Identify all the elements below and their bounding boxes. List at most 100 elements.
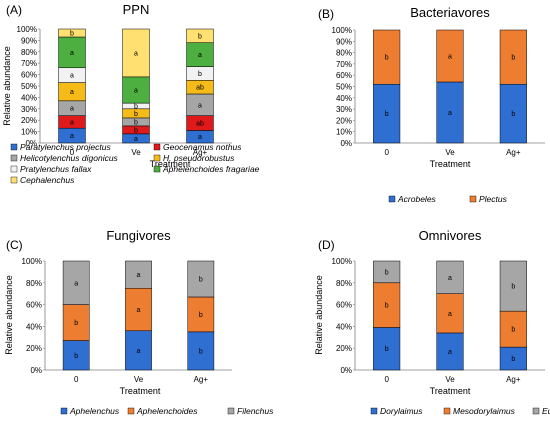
y-tick-label: 10%: [21, 128, 37, 137]
legend-swatch: [443, 407, 451, 415]
chart-title: PPN: [123, 2, 150, 17]
legend-entry: Pratylenchus fallax: [20, 164, 92, 174]
x-tick-label: Ag+: [506, 375, 521, 384]
segment-letter-label: ab: [196, 85, 204, 92]
segment-letter-label: b: [511, 55, 515, 62]
panel-label: (D): [318, 238, 335, 252]
legend-entry: Aphelenchoides: [136, 406, 198, 416]
bar-segment-acrobeles: [436, 81, 464, 144]
panel-label: (B): [318, 7, 334, 21]
segment-letter-label: a: [137, 272, 141, 279]
legend-swatch: [10, 165, 18, 173]
y-tick-label: 30%: [336, 105, 352, 114]
x-tick-label: 0: [384, 148, 389, 157]
bar-segment-plectus: [499, 29, 527, 85]
panel-B: (B) Bacteriavores 0% 10% 20% 30% 40% 50% 60% 70% 8…: [318, 5, 545, 204]
bar-segment-aphelenchoides-fragariae: [58, 36, 86, 69]
y-tick-label: 70%: [21, 59, 37, 68]
bar-segment-aphelenchus: [62, 340, 90, 371]
x-tick-label: Ve: [134, 375, 144, 384]
y-axis-title: Relative abundance: [2, 46, 12, 126]
y-tick-label: 90%: [336, 37, 352, 46]
segment-letter-label: a: [448, 275, 452, 282]
legend-entry: H. pseudorobustus: [163, 153, 235, 163]
bar-segment-aphelenchoides: [125, 288, 152, 332]
legend-swatch: [153, 154, 161, 162]
bar-segment-mesodorylaimus: [436, 293, 464, 334]
bar-segment-acrobeles: [373, 83, 401, 144]
legend-entry: Aphelenchoides fragariae: [162, 164, 260, 174]
y-tick-label: 40%: [21, 93, 37, 102]
x-tick-label: 0: [74, 375, 79, 384]
legend-entry: Acrobeles: [397, 194, 437, 204]
x-tick-label: Ag+: [506, 148, 521, 157]
segment-letter-label: a: [137, 307, 141, 314]
y-tick-label: 80%: [21, 48, 37, 57]
x-tick-label: Ve: [445, 148, 455, 157]
y-tick-label: 20%: [26, 344, 42, 353]
legend-swatch: [127, 407, 135, 415]
y-tick-label: 30%: [21, 105, 37, 114]
segment-letter-label: a: [448, 110, 452, 117]
y-tick-label: 10%: [336, 128, 352, 137]
legend-entry: Geocenamus nothus: [163, 142, 242, 152]
legend-entry: Plectus: [479, 194, 508, 204]
segment-letter-label: b: [511, 284, 515, 291]
segment-letter-label: b: [385, 111, 389, 118]
y-tick-label: 80%: [336, 279, 352, 288]
panel-C: (C) Fungivores 0% 20% 40% 60% 80% 100% b b a 0 a a a Ve…: [4, 228, 274, 416]
bar-segment-plectus: [436, 29, 464, 83]
panel-A: (A) PPN 0% 10% 20% 30% 40% 50% 60% 70% 80% 90% 100% a…: [2, 2, 260, 185]
legend-entry: Paratylenchus projectus: [20, 142, 111, 152]
segment-letter-label: a: [70, 119, 74, 126]
bar-segment-filenchus: [125, 260, 152, 289]
legend-swatch: [153, 143, 161, 151]
y-tick-label: 80%: [336, 49, 352, 58]
bar-segment-eudorylaimus: [373, 260, 401, 284]
y-tick-label: 60%: [21, 71, 37, 80]
y-tick-label: 50%: [21, 82, 37, 91]
bar-segment-aphelenchus: [125, 330, 152, 371]
segment-letter-label: b: [198, 33, 202, 40]
segment-letter-label: a: [70, 50, 74, 57]
segment-letter-label: b: [385, 55, 389, 62]
bar-segment-aphelenchus: [187, 331, 215, 371]
segment-letter-label: a: [134, 136, 138, 143]
segment-letter-label: b: [511, 111, 515, 118]
segment-letter-label: b: [199, 276, 203, 283]
segment-letter-label: a: [198, 102, 202, 109]
legend-entry: Dorylaimus: [380, 406, 423, 416]
x-axis-title: Treatment: [430, 386, 471, 396]
bar-segment-eudorylaimus: [436, 260, 464, 294]
y-tick-label: 60%: [336, 71, 352, 80]
legend-swatch: [10, 143, 18, 151]
segment-letter-label: a: [137, 348, 141, 355]
panel-label: (C): [6, 238, 23, 252]
legend-entry: Cephalenchus: [20, 175, 75, 185]
bar-segment-acrobeles: [499, 83, 527, 144]
bar-segment-eudorylaimus: [499, 260, 527, 312]
legend-swatch: [60, 407, 68, 415]
segment-letter-label: b: [199, 312, 203, 319]
legend-swatch: [370, 407, 378, 415]
y-tick-label: 100%: [332, 257, 352, 266]
bar-segment-cephalenchus: [58, 28, 86, 38]
bar-segment-cephalenchus: [186, 28, 214, 43]
y-tick-label: 70%: [336, 60, 352, 69]
segment-letter-label: a: [448, 53, 452, 60]
legend-swatch: [10, 154, 18, 162]
bar-segment-aphelenchoides: [187, 296, 215, 333]
segment-letter-label: b: [198, 71, 202, 78]
x-axis-title: Treatment: [430, 159, 471, 169]
y-tick-label: 20%: [336, 344, 352, 353]
panel-label: (A): [6, 3, 22, 17]
legend-swatch: [10, 176, 18, 184]
y-tick-label: 20%: [21, 116, 37, 125]
x-tick-label: Ve: [131, 148, 141, 157]
segment-letter-label: a: [134, 50, 138, 57]
legend-entry: Filenchus: [237, 406, 274, 416]
y-tick-label: 90%: [21, 36, 37, 45]
y-tick-label: 50%: [336, 83, 352, 92]
segment-letter-label: a: [448, 349, 452, 356]
